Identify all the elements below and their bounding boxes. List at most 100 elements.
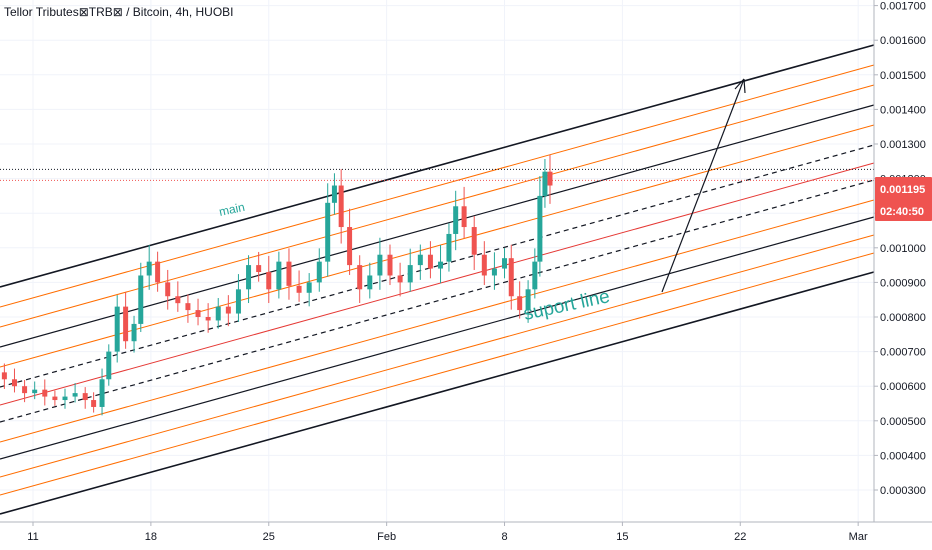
projection-arrow-shaft xyxy=(661,78,745,293)
candle-body xyxy=(52,396,58,401)
x-tick-group: 11 18 25 Feb 8 15 22 Mar xyxy=(27,522,868,543)
candle-body xyxy=(32,389,38,394)
candle-body xyxy=(72,393,78,397)
channel-black-line xyxy=(0,216,875,460)
x-tick-label: Feb xyxy=(377,531,396,543)
candle-body xyxy=(296,285,302,293)
candle-body xyxy=(114,306,120,352)
candle-body xyxy=(481,254,487,276)
candle-body xyxy=(417,254,423,266)
candle-body xyxy=(542,171,548,196)
candle-body xyxy=(286,261,292,286)
channel-orange-line xyxy=(0,64,875,308)
price-badge-group: 0.001195 02:40:50 xyxy=(875,177,932,221)
candle-body xyxy=(331,185,337,203)
price-badge-bg xyxy=(875,177,932,221)
candle-body xyxy=(446,233,452,262)
main-annotation: main xyxy=(218,200,246,219)
y-tick-label: 0.000400 xyxy=(880,450,926,462)
projection-arrow-head xyxy=(734,78,746,94)
candle-body xyxy=(146,261,152,276)
candle-body xyxy=(367,275,373,290)
channel-lower-line xyxy=(0,271,875,515)
candle-layer xyxy=(1,154,553,416)
candle-body xyxy=(195,310,201,317)
y-tick-label: 0.001000 xyxy=(880,243,926,255)
y-tick-label: 0.000300 xyxy=(880,485,926,497)
candle-body xyxy=(99,379,105,407)
candle-body xyxy=(491,268,497,276)
candle-body xyxy=(377,254,383,276)
candle-body xyxy=(502,258,508,269)
channel-orange-line xyxy=(0,124,875,368)
candle-body xyxy=(1,372,7,380)
candle-body xyxy=(131,323,137,342)
y-tick-label: 0.001300 xyxy=(880,139,926,151)
candle-body xyxy=(91,400,97,407)
candle-body xyxy=(215,306,221,321)
candle-body xyxy=(106,351,112,380)
candle-body xyxy=(532,261,538,290)
y-tick-label: 0.000900 xyxy=(880,277,926,289)
y-tick-label: 0.001500 xyxy=(880,70,926,82)
channel-orange-line xyxy=(0,199,875,443)
x-tick-label: 18 xyxy=(145,531,157,543)
y-tick-label: 0.000700 xyxy=(880,347,926,359)
candle-body xyxy=(347,227,353,266)
candle-body xyxy=(547,171,553,186)
last-price-label: 0.001195 xyxy=(880,184,925,196)
candle-body xyxy=(205,317,211,321)
channel-orange-line xyxy=(0,84,875,328)
y-tick-label: 0.001600 xyxy=(880,35,926,47)
candle-body xyxy=(461,206,467,228)
candle-body xyxy=(256,265,262,273)
candle-body xyxy=(165,282,171,297)
candle-body xyxy=(537,195,543,262)
x-tick-label: 22 xyxy=(734,531,746,543)
y-tick-label: 0.001700 xyxy=(880,1,926,13)
candle-body xyxy=(276,261,282,290)
candle-body xyxy=(62,396,68,401)
x-tick-label: Mar xyxy=(849,531,868,543)
chart-title: Tellor Tributes⊠TRB⊠ / Bitcoin, 4h, HUOB… xyxy=(4,5,234,19)
candle-body xyxy=(155,261,161,283)
x-tick-label: 15 xyxy=(616,531,628,543)
channel-dashed-line xyxy=(0,179,875,423)
y-tick-group: 0.000300 0.000400 0.000500 0.000600 0.000700… xyxy=(874,1,926,497)
candle-body xyxy=(123,306,129,342)
x-tick-label: 25 xyxy=(263,531,275,543)
candle-body xyxy=(325,202,331,262)
candle-body xyxy=(357,265,363,290)
candle-body xyxy=(453,206,459,234)
candle-body xyxy=(438,261,444,269)
candle-body xyxy=(138,275,144,324)
candle-body xyxy=(427,254,433,269)
candle-body xyxy=(316,261,322,283)
candle-body xyxy=(387,254,393,276)
candle-body xyxy=(525,289,531,311)
candle-body xyxy=(338,185,344,228)
candle-body xyxy=(471,227,477,255)
channel-layer xyxy=(0,44,875,515)
x-tick-label: 11 xyxy=(27,531,38,543)
candle-body xyxy=(11,379,17,387)
candle-body xyxy=(266,272,272,290)
y-tick-label: 0.000500 xyxy=(880,416,926,428)
candle-body xyxy=(246,265,252,290)
x-tick-label: 8 xyxy=(501,531,507,543)
candle-body xyxy=(82,393,88,401)
candle-body xyxy=(517,296,523,311)
y-tick-label: 0.000800 xyxy=(880,312,926,324)
channel-upper-line xyxy=(0,44,875,288)
candle-body xyxy=(508,258,514,297)
channel-black-line xyxy=(0,104,875,348)
y-tick-label: 0.001400 xyxy=(880,104,926,116)
candle-body xyxy=(42,389,48,397)
countdown-label: 02:40:50 xyxy=(880,206,924,218)
candle-body xyxy=(407,265,413,283)
candle-body xyxy=(306,282,312,293)
candle-body xyxy=(225,306,231,314)
